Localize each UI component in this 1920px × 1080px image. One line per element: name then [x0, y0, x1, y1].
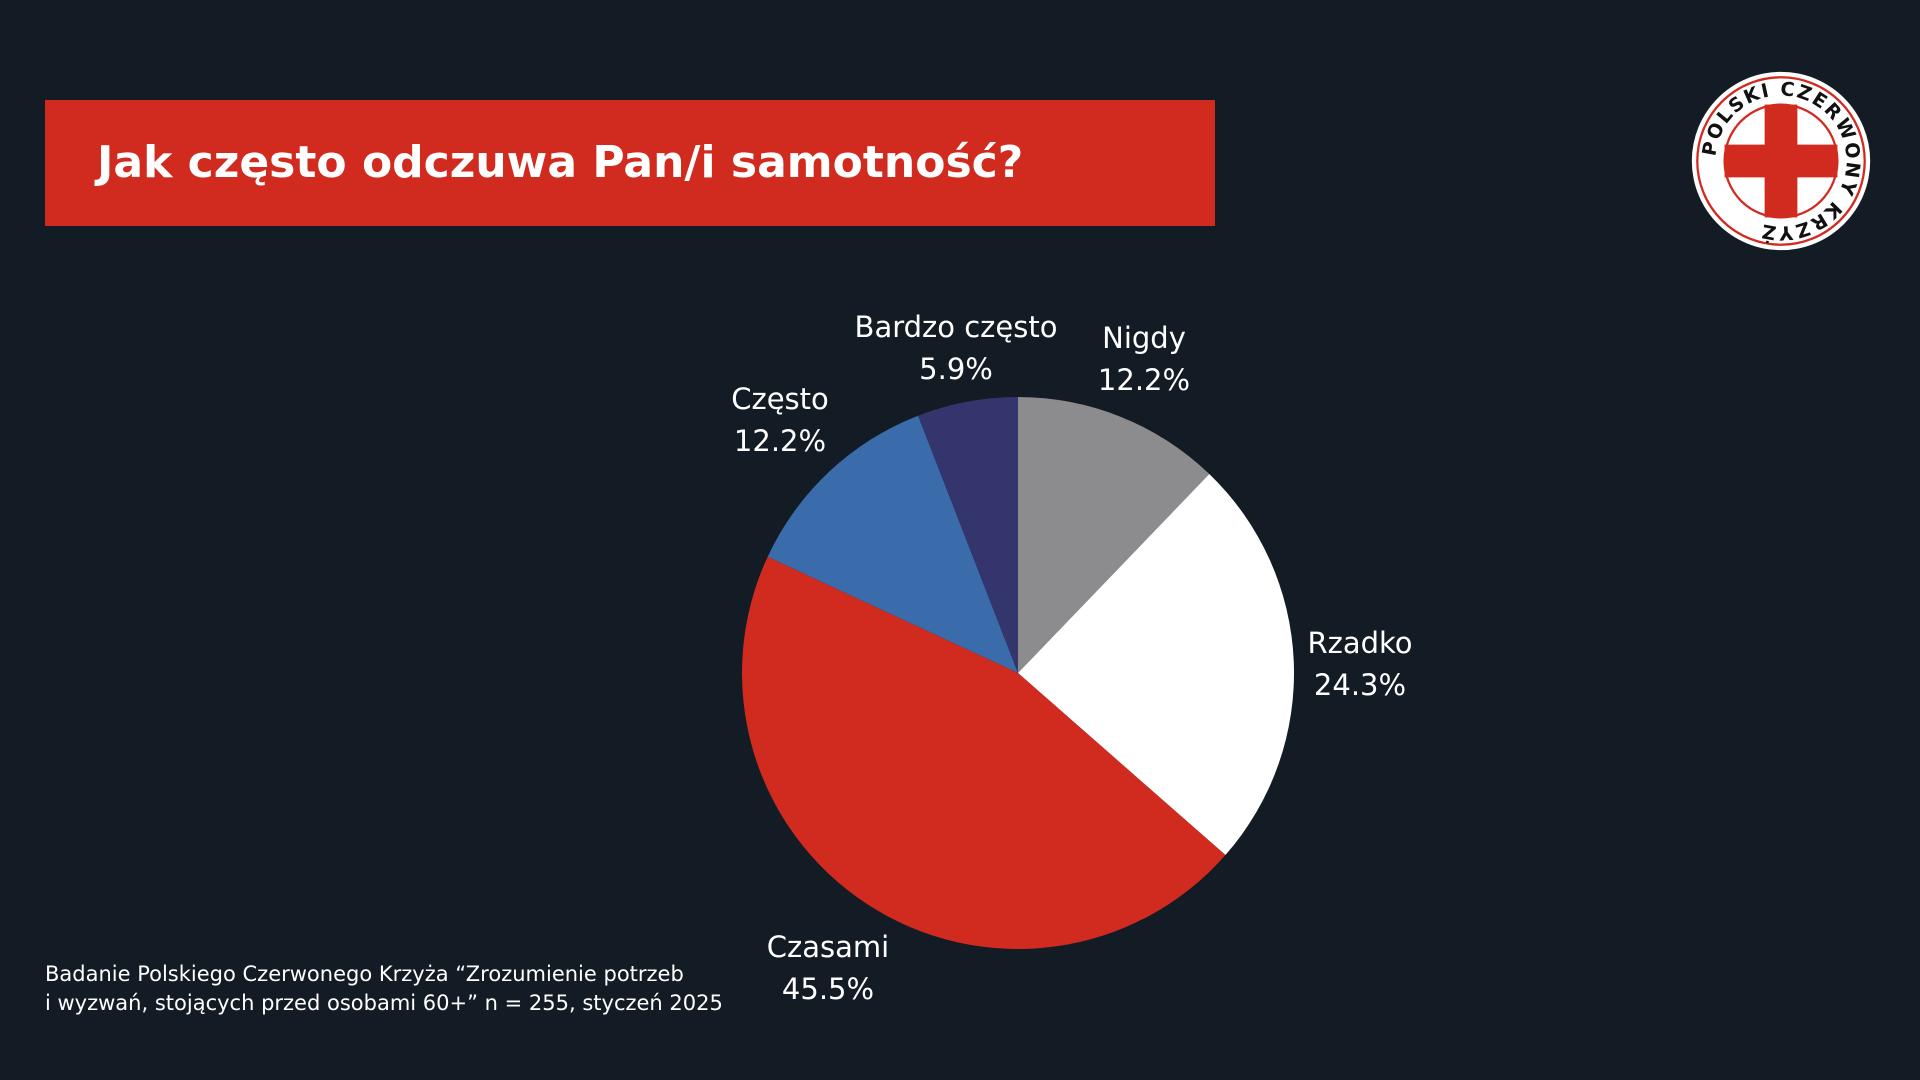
slice-label: Rzadko — [1307, 626, 1412, 660]
slice-label: Często — [731, 382, 829, 416]
pie-slice-rzadko — [1018, 474, 1294, 856]
slice-value-label: 5.9% — [919, 352, 993, 386]
footnote-line-2: i wyzwań, stojących przed osobami 60+” n… — [45, 991, 723, 1015]
slice-value-label: 45.5% — [782, 972, 874, 1006]
polish-red-cross-logo: POLSKI CZERWONY KRZYŻ — [1691, 71, 1871, 251]
title-banner: Jak często odczuwa Pan/i samotność? — [45, 100, 1215, 226]
slice-label: Czasami — [767, 930, 889, 964]
pie-slice-nigdy — [1018, 397, 1210, 673]
chart-title: Jak często odczuwa Pan/i samotność? — [97, 137, 1024, 188]
pie-slice-bardzo-często — [918, 397, 1018, 673]
slice-value-label: 12.2% — [1098, 363, 1190, 397]
pie-slice-czasami — [742, 556, 1226, 949]
pie-slice-często — [767, 415, 1018, 673]
source-footnote: Badanie Polskiego Czerwonego Krzyża “Zro… — [45, 960, 723, 1018]
slice-label: Nigdy — [1102, 321, 1186, 355]
slice-value-label: 24.3% — [1314, 668, 1406, 702]
footnote-line-1: Badanie Polskiego Czerwonego Krzyża “Zro… — [45, 962, 684, 986]
slice-value-label: 12.2% — [734, 424, 826, 458]
slice-label: Bardzo często — [855, 310, 1058, 344]
